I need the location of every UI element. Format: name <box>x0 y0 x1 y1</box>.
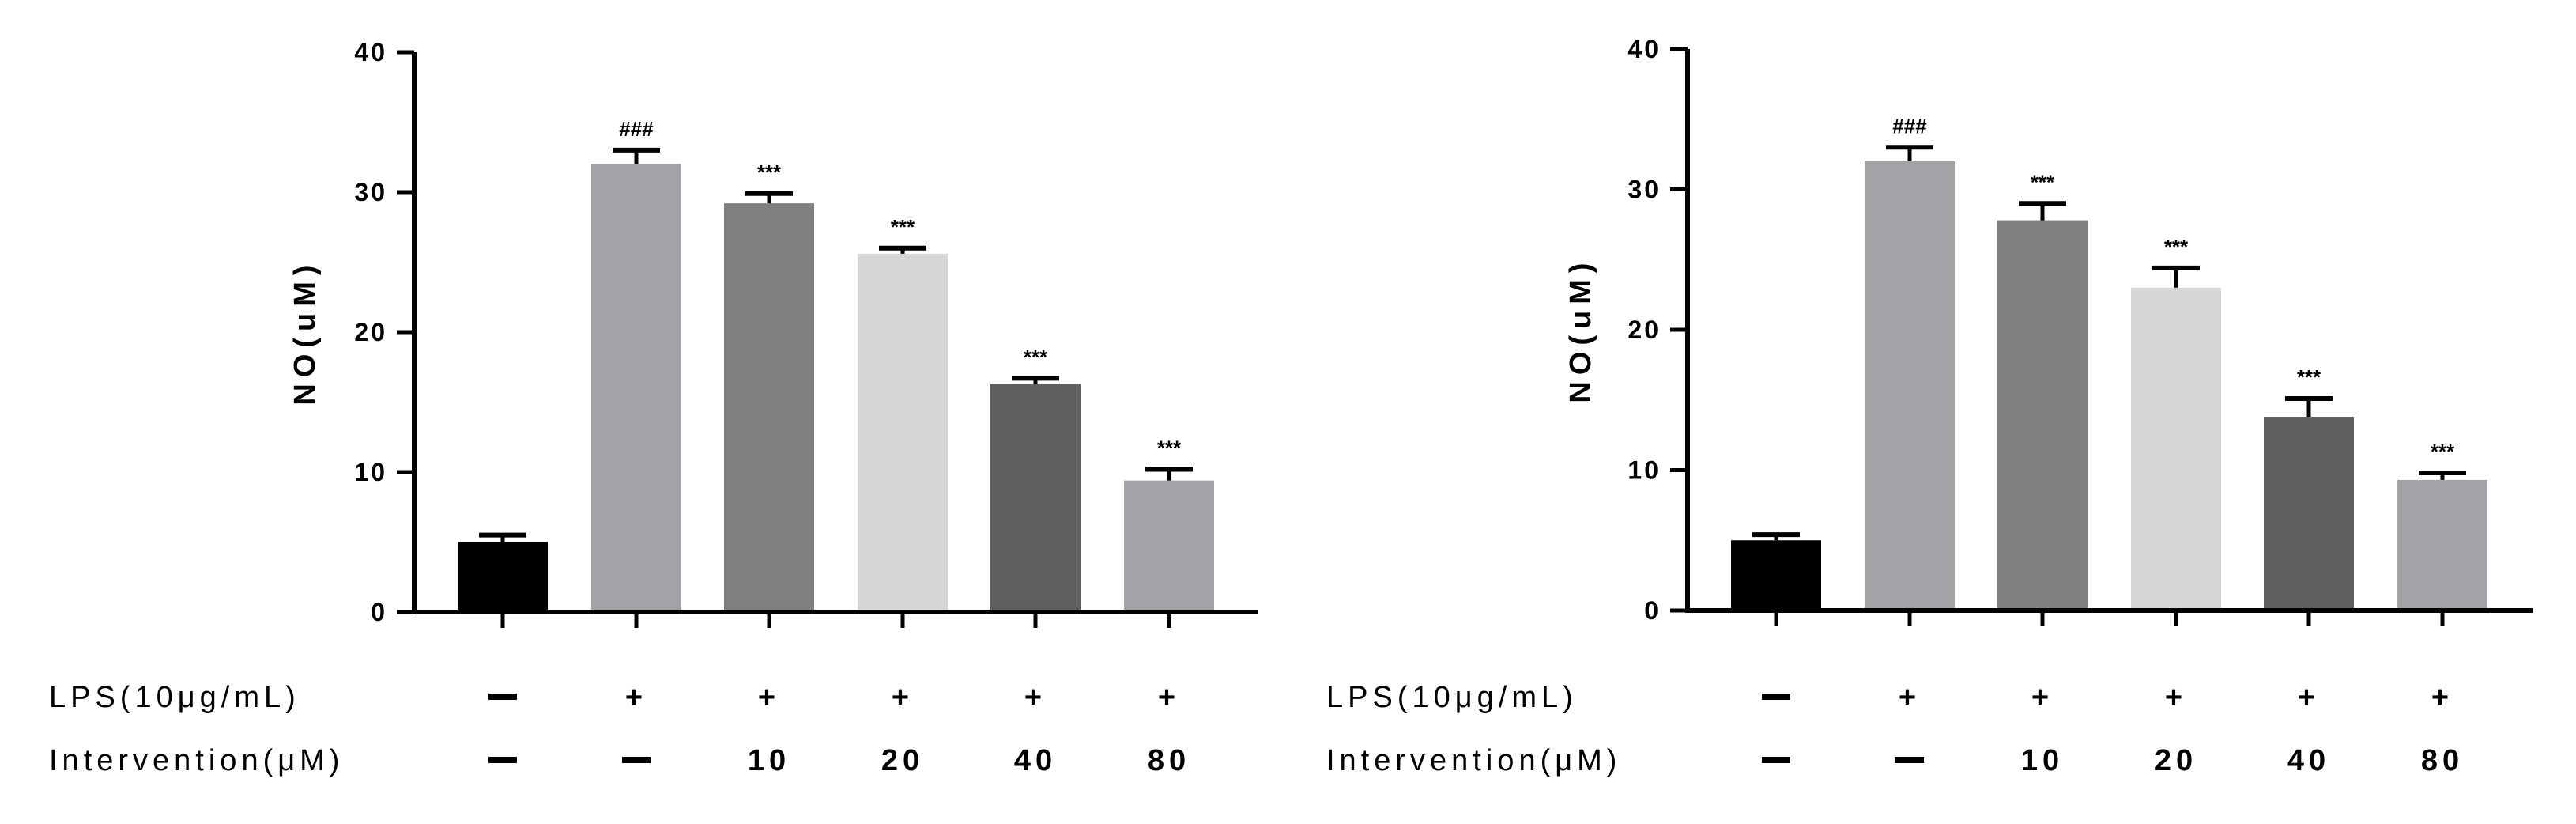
row-label-0: LPS(10μg/mL) <box>1326 681 1578 714</box>
bar-0 <box>458 542 548 612</box>
row-0-value-2: + <box>2031 681 2054 714</box>
bar-1 <box>1865 161 1955 610</box>
row-0-value-5: + <box>1158 681 1180 714</box>
bar-4 <box>2264 417 2354 610</box>
y-axis-title: NO(uM) <box>289 259 322 405</box>
significance-label-5: *** <box>2431 440 2455 463</box>
y-tick-label-1: 10 <box>354 458 387 486</box>
bar-4 <box>990 384 1081 612</box>
row-0-value-3: + <box>892 681 914 714</box>
row-0-value-2: + <box>758 681 780 714</box>
y-tick-label-0: 0 <box>371 598 387 626</box>
row-1-value-3: 20 <box>881 744 924 777</box>
bar-0 <box>1731 540 1821 610</box>
bar-2 <box>724 203 814 612</box>
row-0-minus-sign-0 <box>1762 694 1790 700</box>
row-1-value-2: 10 <box>748 744 790 777</box>
row-0-value-4: + <box>1024 681 1047 714</box>
row-1-value-3: 20 <box>2155 744 2197 777</box>
row-1-minus-sign-0 <box>1762 757 1790 763</box>
row-label-0: LPS(10μg/mL) <box>49 681 300 714</box>
y-tick-label-0: 0 <box>1644 596 1661 625</box>
row-0-value-3: + <box>2165 681 2187 714</box>
row-label-1: Intervention(μM) <box>49 744 344 777</box>
row-label-1: Intervention(μM) <box>1326 744 1621 777</box>
significance-label-3: *** <box>891 215 915 239</box>
y-axis-title: NO(uM) <box>1564 256 1597 403</box>
significance-label-5: *** <box>1157 436 1182 459</box>
chart-panel-right: ### *** *** *** *** 0 10 20 30 40 NO(uM) LPS(10μg/m… <box>1326 35 2533 777</box>
row-1-minus-sign-1 <box>622 757 651 763</box>
bar-2 <box>1997 220 2088 610</box>
row-1-minus-sign-1 <box>1895 757 1924 763</box>
y-tick-label-3: 30 <box>354 178 387 206</box>
bar-1 <box>591 164 681 613</box>
bar-3 <box>858 253 948 612</box>
y-tick-label-4: 40 <box>354 38 387 66</box>
row-1-minus-sign-0 <box>488 757 517 763</box>
bar-5 <box>1124 480 1214 612</box>
chart-panel-left: ### *** *** *** *** 0 10 20 30 40 NO(uM) LPS(10μg/m… <box>49 38 1258 777</box>
row-0-minus-sign-0 <box>488 694 517 700</box>
y-tick-label-2: 20 <box>1627 316 1661 344</box>
significance-label-1: ### <box>619 117 654 141</box>
row-1-value-4: 40 <box>1014 744 1057 777</box>
significance-label-2: *** <box>757 161 782 184</box>
significance-label-1: ### <box>1892 114 1927 138</box>
row-0-value-4: + <box>2298 681 2320 714</box>
row-1-value-5: 80 <box>1148 744 1190 777</box>
significance-label-4: *** <box>2297 365 2321 389</box>
y-tick-label-4: 40 <box>1627 35 1661 63</box>
bar-5 <box>2397 479 2487 610</box>
row-0-value-1: + <box>625 681 647 714</box>
row-1-value-4: 40 <box>2287 744 2330 777</box>
significance-label-3: *** <box>2164 235 2189 259</box>
row-1-value-2: 10 <box>2021 744 2064 777</box>
significance-label-4: *** <box>1024 345 1048 369</box>
row-0-value-1: + <box>1899 681 1921 714</box>
row-1-value-5: 80 <box>2421 744 2464 777</box>
row-0-value-5: + <box>2431 681 2453 714</box>
y-tick-label-2: 20 <box>354 318 387 346</box>
bar-3 <box>2131 287 2221 610</box>
significance-label-2: *** <box>2031 170 2055 194</box>
y-tick-label-3: 30 <box>1627 176 1661 204</box>
y-tick-label-1: 10 <box>1627 456 1661 485</box>
